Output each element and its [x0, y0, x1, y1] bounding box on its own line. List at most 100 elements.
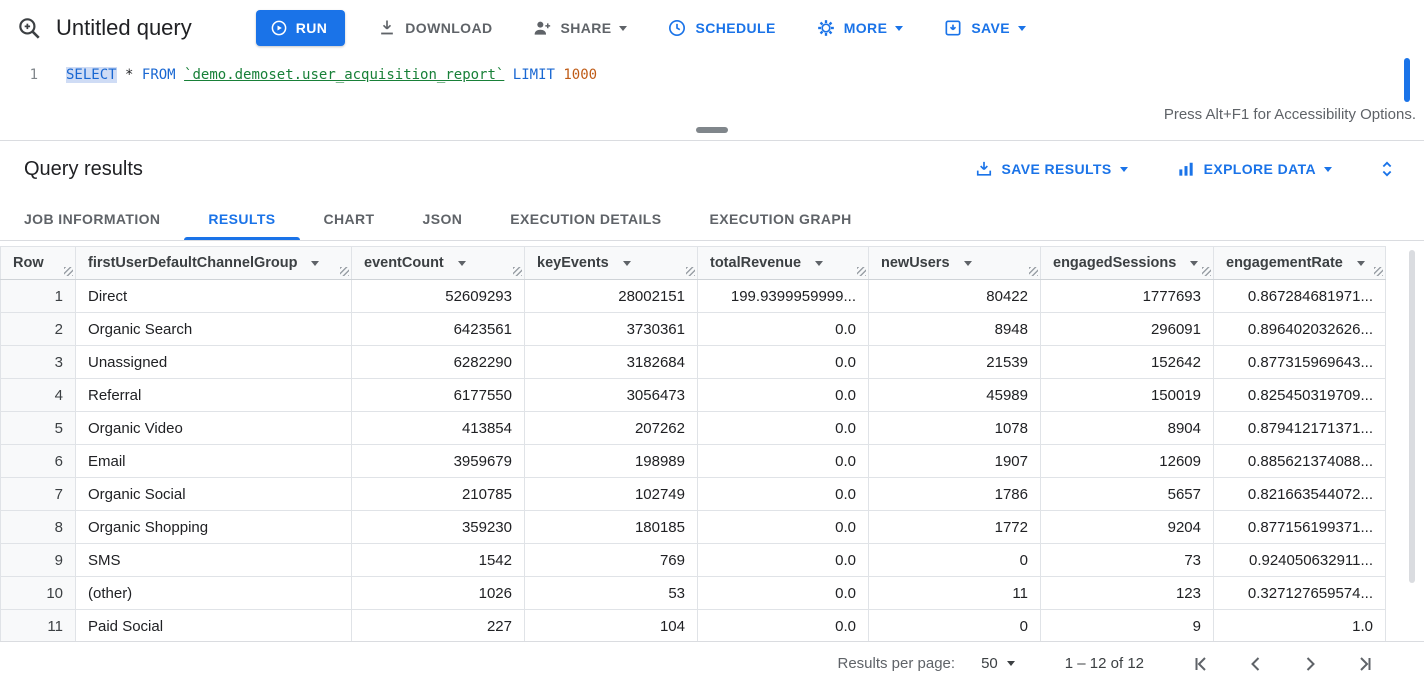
data-cell: 0.0 — [697, 510, 869, 544]
column-resize-handle[interactable] — [857, 267, 866, 276]
table-row: 5 Organic Video 413854 207262 0.0 1078 8904 0.8… — [0, 411, 1386, 445]
table-scrollbar-thumb[interactable] — [1409, 250, 1415, 583]
column-header-label: keyEvents — [537, 255, 609, 271]
data-cell: 3182684 — [524, 345, 698, 379]
data-cell: 0.327127659574... — [1213, 576, 1386, 610]
data-cell: Organic Social — [75, 477, 352, 511]
sql-limit-value: 1000 — [563, 67, 598, 83]
data-cell: 0.924050632911... — [1213, 543, 1386, 577]
column-menu-caret-icon[interactable] — [963, 260, 972, 266]
data-cell: 3959679 — [351, 444, 525, 478]
pane-splitter[interactable] — [0, 126, 1424, 141]
sql-editor[interactable]: 1 SELECT * FROM `demo.demoset.user_acqui… — [0, 56, 1424, 102]
column-menu-caret-icon[interactable] — [1356, 260, 1365, 266]
schedule-button-label: SCHEDULE — [695, 20, 776, 36]
tab-execution-graph[interactable]: EXECUTION GRAPH — [685, 197, 875, 240]
data-cell: Paid Social — [75, 609, 352, 641]
column-menu-caret-icon[interactable] — [622, 260, 631, 266]
column-resize-handle[interactable] — [340, 267, 349, 276]
page-size-value: 50 — [981, 655, 998, 672]
save-results-button[interactable]: SAVE RESULTS — [968, 158, 1134, 180]
results-table: Row firstUserDefaultChannelGroup eventCoun… — [0, 246, 1386, 641]
data-cell: Organic Video — [75, 411, 352, 445]
data-cell: 207262 — [524, 411, 698, 445]
column-header-eventCount[interactable]: eventCount — [351, 246, 525, 280]
save-button-label: SAVE — [971, 20, 1010, 36]
row-number-cell: 6 — [0, 444, 76, 478]
data-cell: 5657 — [1040, 477, 1214, 511]
last-page-button[interactable] — [1344, 644, 1384, 684]
page-size-caret-icon — [1006, 661, 1015, 666]
column-resize-handle[interactable] — [1029, 267, 1038, 276]
save-dropdown-caret-icon — [1018, 25, 1026, 31]
column-menu-caret-icon[interactable] — [815, 260, 824, 266]
run-play-icon — [270, 19, 288, 37]
first-page-button[interactable] — [1182, 644, 1222, 684]
column-resize-handle[interactable] — [64, 267, 73, 276]
page-size-select[interactable]: 50 — [975, 654, 1021, 673]
download-button[interactable]: DOWNLOAD — [369, 10, 500, 46]
tab-execution-details[interactable]: EXECUTION DETAILS — [486, 197, 685, 240]
data-cell: 0.0 — [697, 345, 869, 379]
tab-results[interactable]: RESULTS — [184, 197, 300, 240]
share-dropdown-caret-icon — [619, 25, 628, 31]
column-header-totalRevenue[interactable]: totalRevenue — [697, 246, 869, 280]
data-cell: 150019 — [1040, 378, 1214, 412]
tab-chart[interactable]: CHART — [300, 197, 399, 240]
table-row: 6 Email 3959679 198989 0.0 1907 12609 0.8856213… — [0, 444, 1386, 478]
data-cell: 180185 — [524, 510, 698, 544]
data-cell: 8904 — [1040, 411, 1214, 445]
column-header-newUsers[interactable]: newUsers — [868, 246, 1041, 280]
run-button-label: RUN — [295, 20, 328, 36]
expand-results-button[interactable] — [1374, 156, 1400, 182]
table-reference-link[interactable]: `demo.demoset.user_acquisition_report` — [184, 67, 505, 83]
column-header-keyEvents[interactable]: keyEvents — [524, 246, 698, 280]
table-row: 11 Paid Social 227 104 0.0 0 9 1.0 — [0, 609, 1386, 641]
column-menu-caret-icon[interactable] — [457, 260, 466, 266]
splitter-drag-handle[interactable] — [696, 127, 728, 133]
data-cell: 9204 — [1040, 510, 1214, 544]
schedule-button[interactable]: SCHEDULE — [659, 10, 783, 46]
column-resize-handle[interactable] — [1202, 267, 1211, 276]
column-header-firstUserDefaultChannelGroup[interactable]: firstUserDefaultChannelGroup — [75, 246, 352, 280]
next-page-button[interactable] — [1290, 644, 1330, 684]
query-tab-icon — [16, 15, 42, 41]
line-number: 1 — [29, 67, 38, 83]
table-vertical-scrollbar[interactable] — [1409, 250, 1415, 637]
tab-json[interactable]: JSON — [399, 197, 487, 240]
data-cell: 0.0 — [697, 477, 869, 511]
save-button[interactable]: SAVE — [935, 10, 1034, 46]
data-cell: 296091 — [1040, 312, 1214, 346]
column-menu-caret-icon[interactable] — [311, 260, 320, 266]
data-cell: 0 — [868, 609, 1041, 641]
data-cell: 52609293 — [351, 279, 525, 313]
row-number-cell: 11 — [0, 609, 76, 641]
results-header: Query results SAVE RESULTS — [0, 141, 1424, 197]
accessibility-hint-row: Press Alt+F1 for Accessibility Options. — [0, 102, 1424, 126]
previous-page-button[interactable] — [1236, 644, 1276, 684]
person-add-icon — [532, 18, 552, 38]
gear-icon — [816, 18, 836, 38]
column-header-engagedSessions[interactable]: engagedSessions — [1040, 246, 1214, 280]
editor-scrollbar[interactable] — [1404, 58, 1410, 102]
data-cell: 0.0 — [697, 444, 869, 478]
more-dropdown-caret-icon — [895, 25, 904, 31]
explore-data-button[interactable]: EXPLORE DATA — [1170, 158, 1338, 180]
column-resize-handle[interactable] — [513, 267, 522, 276]
data-cell: 0.825450319709... — [1213, 378, 1386, 412]
chevron-left-icon — [1244, 652, 1268, 676]
run-button[interactable]: RUN — [255, 10, 346, 46]
column-resize-handle[interactable] — [1374, 267, 1383, 276]
column-header-engagementRate[interactable]: engagementRate — [1213, 246, 1386, 280]
share-button[interactable]: SHARE — [524, 10, 635, 46]
pagination-controls — [1182, 644, 1384, 684]
column-header-Row[interactable]: Row — [0, 246, 76, 280]
tab-job-information[interactable]: JOB INFORMATION — [0, 197, 184, 240]
column-menu-caret-icon[interactable] — [1190, 260, 1199, 266]
download-button-label: DOWNLOAD — [405, 20, 493, 36]
more-button[interactable]: MORE — [808, 10, 912, 46]
results-title: Query results — [24, 157, 143, 180]
data-cell: 152642 — [1040, 345, 1214, 379]
pagination-footer: Results per page: 50 1 – 12 of 12 — [0, 641, 1424, 685]
column-resize-handle[interactable] — [686, 267, 695, 276]
